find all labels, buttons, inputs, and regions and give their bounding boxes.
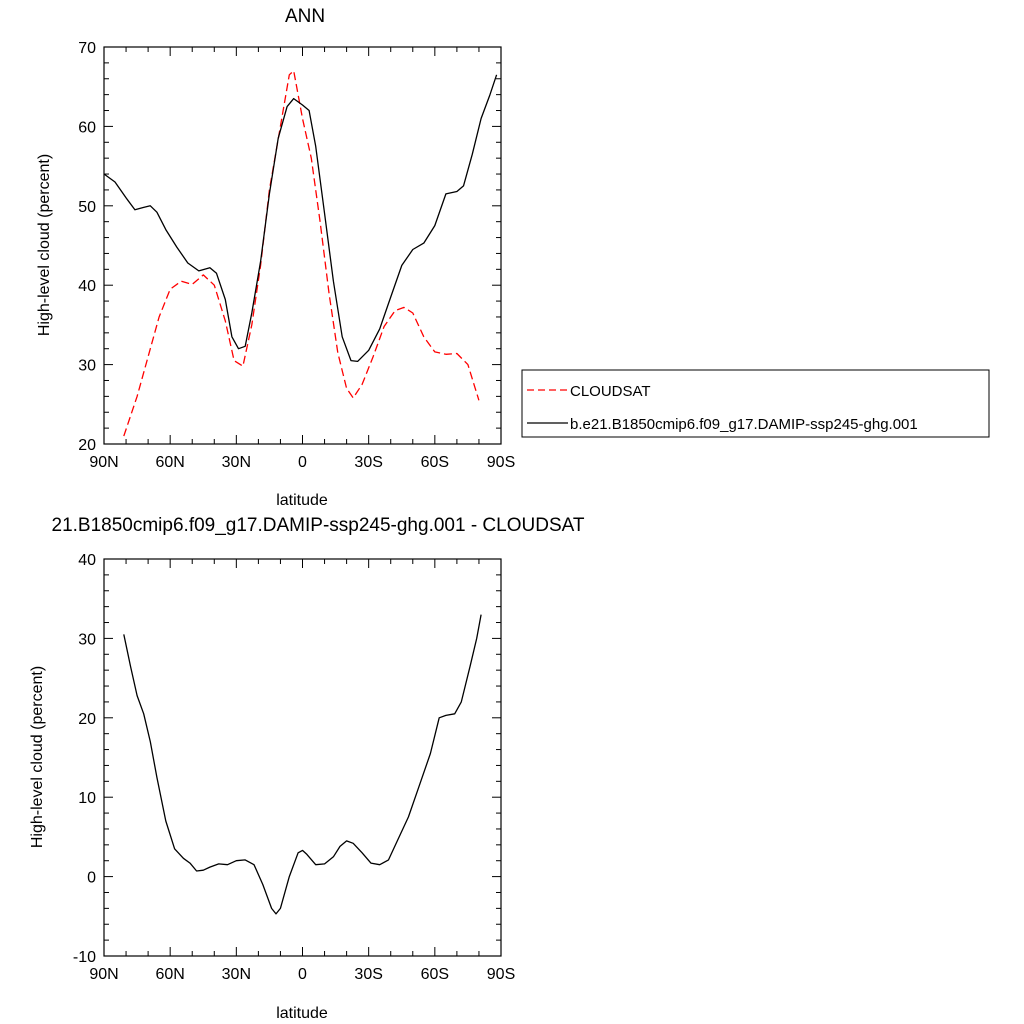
- bottom-series-line-0: [123, 614, 482, 915]
- top-x-tick-labels: 90N 60N 30N 0 30S 60S 90S: [89, 454, 515, 471]
- bottom-y-tick-label: 10: [78, 790, 96, 807]
- top-x-tick-label: 90N: [89, 454, 118, 471]
- legend-box: [521, 369, 990, 438]
- top-x-tick-label: 30N: [222, 454, 251, 471]
- bottom-chart-title: 21.B1850cmip6.f09_g17.DAMIP-ssp245-ghg.0…: [52, 515, 585, 536]
- top-y-tick-label: 60: [78, 119, 96, 136]
- top-y-tick-label: 30: [78, 358, 96, 375]
- bottom-x-tick-label: 60N: [155, 966, 184, 983]
- top-series-lines: [103, 70, 498, 437]
- top-chart-panel: ANN 90N 60N 30N 0 30S 60S 90S 20 30 40 50 60 70 lat…: [36, 6, 515, 509]
- top-y-tick-label: 20: [78, 437, 96, 454]
- bottom-y-tick-label: 40: [78, 552, 96, 569]
- bottom-x-tick-label: 60S: [421, 966, 449, 983]
- bottom-y-tick-label: 0: [87, 870, 96, 887]
- bottom-y-tick-label: -10: [73, 949, 96, 966]
- bottom-x-tick-label: 90N: [89, 966, 118, 983]
- top-y-tick-label: 70: [78, 40, 96, 57]
- legend-label-cloudsat: CLOUDSAT: [570, 383, 651, 400]
- bottom-x-axis-label: latitude: [276, 1005, 328, 1022]
- bottom-y-tick-label: 30: [78, 631, 96, 648]
- top-x-tick-label: 60N: [155, 454, 184, 471]
- bottom-y-tick-label: 20: [78, 711, 96, 728]
- top-y-tick-label: 50: [78, 199, 96, 216]
- top-series-line-1: [103, 74, 498, 363]
- top-x-tick-label: 90S: [487, 454, 515, 471]
- bottom-x-tick-label: 0: [298, 966, 307, 983]
- bottom-chart-panel: 21.B1850cmip6.f09_g17.DAMIP-ssp245-ghg.0…: [29, 515, 585, 1022]
- bottom-x-tick-label: 90S: [487, 966, 515, 983]
- legend-label-model: b.e21.B1850cmip6.f09_g17.DAMIP-ssp245-gh…: [570, 416, 918, 433]
- top-x-tick-label: 30S: [354, 454, 382, 471]
- bottom-series-lines: [123, 614, 482, 915]
- bottom-y-axis-label: High-level cloud (percent): [29, 666, 46, 848]
- bottom-x-tick-labels: 90N 60N 30N 0 30S 60S 90S: [89, 966, 515, 983]
- top-x-axis-label: latitude: [276, 492, 328, 509]
- top-y-tick-labels: 20 30 40 50 60 70: [78, 40, 96, 454]
- top-chart-title: ANN: [285, 6, 325, 27]
- bottom-axis-ticks: [103, 558, 502, 957]
- top-axis-ticks: [103, 46, 502, 445]
- bottom-x-tick-label: 30S: [354, 966, 382, 983]
- bottom-y-tick-labels: -10 0 10 20 30 40: [73, 552, 96, 966]
- top-x-tick-label: 60S: [421, 454, 449, 471]
- top-series-line-0: [123, 70, 480, 437]
- legend: CLOUDSAT b.e21.B1850cmip6.f09_g17.DAMIP-…: [521, 369, 990, 438]
- bottom-x-tick-label: 30N: [222, 966, 251, 983]
- top-y-axis-label: High-level cloud (percent): [36, 154, 53, 336]
- top-x-tick-label: 0: [298, 454, 307, 471]
- top-y-tick-label: 40: [78, 278, 96, 295]
